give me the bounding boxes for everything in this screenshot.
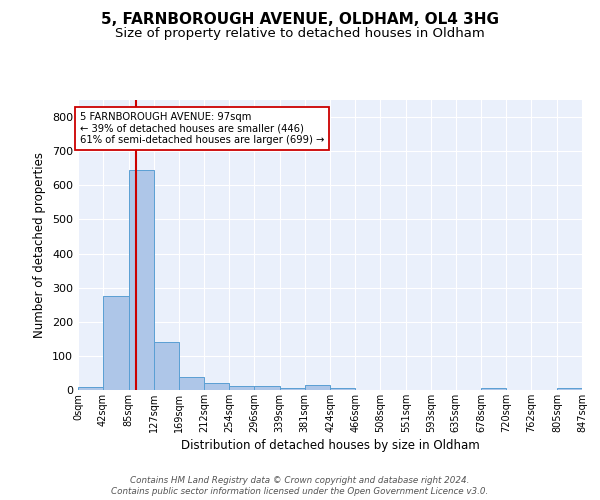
Bar	[557, 388, 582, 390]
Bar	[78, 388, 103, 390]
Bar	[154, 342, 179, 390]
Bar	[103, 296, 128, 390]
Bar	[229, 386, 254, 390]
Text: Contains public sector information licensed under the Open Government Licence v3: Contains public sector information licen…	[112, 488, 488, 496]
Text: 5 FARNBOROUGH AVENUE: 97sqm
← 39% of detached houses are smaller (446)
61% of se: 5 FARNBOROUGH AVENUE: 97sqm ← 39% of det…	[80, 112, 324, 145]
Bar	[305, 385, 330, 390]
Bar	[330, 388, 355, 390]
Text: 5, FARNBOROUGH AVENUE, OLDHAM, OL4 3HG: 5, FARNBOROUGH AVENUE, OLDHAM, OL4 3HG	[101, 12, 499, 28]
Bar	[179, 378, 204, 390]
Bar	[481, 388, 506, 390]
Bar	[128, 170, 154, 390]
Text: Size of property relative to detached houses in Oldham: Size of property relative to detached ho…	[115, 28, 485, 40]
Bar	[254, 386, 280, 390]
Bar	[204, 383, 229, 390]
Text: Contains HM Land Registry data © Crown copyright and database right 2024.: Contains HM Land Registry data © Crown c…	[130, 476, 470, 485]
Bar	[280, 388, 305, 390]
Y-axis label: Number of detached properties: Number of detached properties	[34, 152, 46, 338]
X-axis label: Distribution of detached houses by size in Oldham: Distribution of detached houses by size …	[181, 439, 479, 452]
